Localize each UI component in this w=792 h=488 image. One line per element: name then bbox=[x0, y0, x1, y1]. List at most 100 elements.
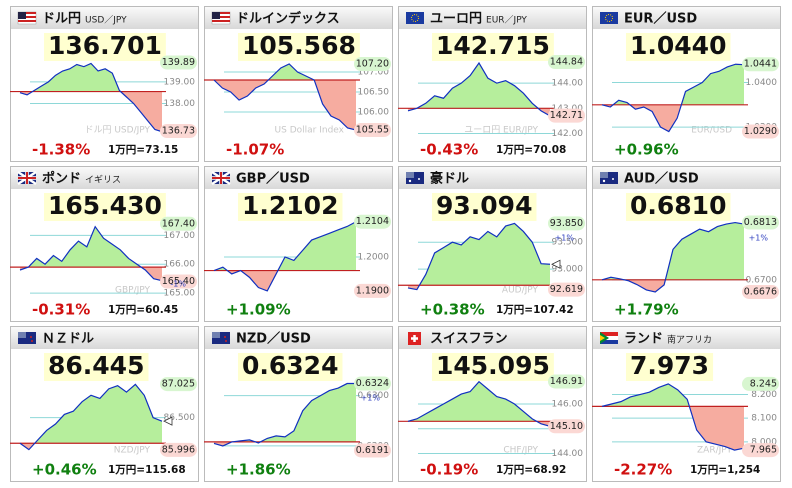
price: 142.715 bbox=[436, 31, 550, 60]
high-badge bbox=[354, 214, 391, 229]
high-label: 8.245 bbox=[750, 378, 777, 389]
band-label: +1% bbox=[361, 394, 381, 403]
exchange-note: 1万円=115.68 bbox=[108, 464, 186, 476]
price-highlight bbox=[432, 353, 554, 381]
change: -1.38% bbox=[32, 141, 90, 159]
low-badge bbox=[354, 443, 391, 458]
panel-header bbox=[399, 327, 586, 349]
y-tick-label: 93.500 bbox=[552, 238, 584, 248]
change: +0.96% bbox=[614, 141, 679, 159]
area-up bbox=[408, 63, 550, 109]
flag bbox=[406, 12, 424, 24]
low-badge bbox=[548, 108, 585, 123]
y-tick-label: 165.00 bbox=[164, 289, 196, 299]
panel-title: AUD／USD bbox=[624, 171, 699, 187]
price-line bbox=[601, 383, 745, 451]
price-highlight bbox=[626, 353, 714, 381]
low-label: 7.965 bbox=[750, 445, 777, 456]
low-badge bbox=[548, 282, 585, 297]
low-label: 1.1900 bbox=[356, 285, 389, 296]
price: 0.6324 bbox=[242, 351, 338, 380]
price-line bbox=[407, 222, 551, 291]
panel-frame bbox=[204, 326, 393, 482]
exchange-note: 1万円=70.08 bbox=[496, 144, 566, 156]
watermark: CHF/JPY bbox=[503, 446, 538, 456]
high-badge bbox=[548, 55, 585, 70]
high-badge bbox=[160, 55, 197, 70]
change: +1.79% bbox=[614, 301, 679, 319]
y-tick-label: 107.00 bbox=[358, 68, 390, 78]
flag-icon bbox=[211, 170, 231, 186]
area-up bbox=[214, 64, 356, 80]
flag-icon bbox=[600, 12, 618, 24]
exchange-note: 1万円=68.92 bbox=[496, 464, 566, 476]
panel-header bbox=[205, 327, 392, 349]
high-label: 1.0441 bbox=[744, 59, 777, 70]
change: +0.46% bbox=[32, 461, 97, 479]
price-line bbox=[213, 221, 357, 292]
panel: EUR／USD1.0440EUR/USD1.04001.03001.04411.… bbox=[592, 6, 781, 162]
area-up bbox=[20, 384, 162, 444]
change: -0.31% bbox=[32, 301, 90, 319]
price: 165.430 bbox=[48, 191, 162, 220]
change: -2.27% bbox=[614, 461, 672, 479]
low-badge bbox=[548, 419, 585, 434]
low-badge bbox=[160, 442, 197, 457]
high-badge bbox=[548, 216, 585, 231]
price-line bbox=[213, 382, 356, 447]
low-badge bbox=[354, 283, 391, 298]
high-label: 139.89 bbox=[162, 57, 195, 68]
low-label: 85.996 bbox=[162, 444, 195, 455]
low-badge bbox=[742, 443, 779, 458]
panel-subtitle: イギリス bbox=[85, 175, 121, 186]
panel-title: ＮＺドル bbox=[42, 332, 94, 347]
panel: ポンド イギリス 165.430 GBP/JPY 167.00 166.00 165.00 1… bbox=[10, 166, 199, 322]
y-tick-label: 0.6300 bbox=[358, 391, 390, 401]
price: 136.701 bbox=[48, 31, 162, 60]
band-label: -1% bbox=[170, 280, 186, 289]
watermark: NZD/JPY bbox=[114, 446, 151, 456]
y-tick-label: 8.100 bbox=[751, 414, 777, 424]
watermark: EUR/USD bbox=[691, 126, 732, 136]
watermark: ドル円 USD/JPY bbox=[84, 125, 150, 136]
high-label: 93.850 bbox=[550, 218, 583, 229]
high-label: 107.20 bbox=[356, 59, 389, 70]
low-label: 136.73 bbox=[162, 126, 195, 137]
change: -0.19% bbox=[420, 461, 478, 479]
price-line bbox=[407, 380, 551, 427]
low-label: 0.6191 bbox=[356, 445, 389, 456]
price-highlight bbox=[432, 33, 554, 61]
low-label: 1.0290 bbox=[744, 126, 777, 137]
area-down bbox=[214, 80, 356, 130]
y-tick-label: 166.00 bbox=[164, 260, 196, 270]
y-tick-label: 8.000 bbox=[751, 437, 777, 447]
panel-header bbox=[11, 7, 198, 29]
panel-subtitle: EUR／JPY bbox=[486, 15, 527, 26]
price: 145.095 bbox=[436, 351, 550, 380]
low-label: 142.71 bbox=[550, 110, 583, 121]
panel-header bbox=[11, 167, 198, 189]
flag-icon bbox=[17, 170, 37, 186]
area-down bbox=[602, 406, 744, 451]
low-badge bbox=[160, 124, 197, 139]
price-highlight bbox=[44, 33, 166, 61]
price-line bbox=[19, 383, 163, 451]
low-label: 105.55 bbox=[356, 125, 389, 136]
y-tick-label: 146.00 bbox=[552, 400, 584, 410]
panel-title: NZD／USD bbox=[236, 331, 311, 347]
y-tick-label: 93.000 bbox=[552, 265, 584, 275]
panel-subtitle: USD／JPY bbox=[85, 15, 127, 26]
price: 0.6810 bbox=[630, 191, 726, 220]
price-highlight bbox=[626, 193, 731, 221]
change: +1.86% bbox=[226, 461, 291, 479]
panel-frame bbox=[204, 166, 393, 322]
price: 1.0440 bbox=[630, 31, 726, 60]
watermark: AUD/JPY bbox=[502, 286, 539, 296]
price-highlight bbox=[432, 193, 537, 221]
price-highlight bbox=[44, 353, 149, 381]
price-line bbox=[19, 225, 163, 282]
y-tick-label: 142.00 bbox=[552, 129, 584, 139]
price-highlight bbox=[626, 33, 731, 61]
